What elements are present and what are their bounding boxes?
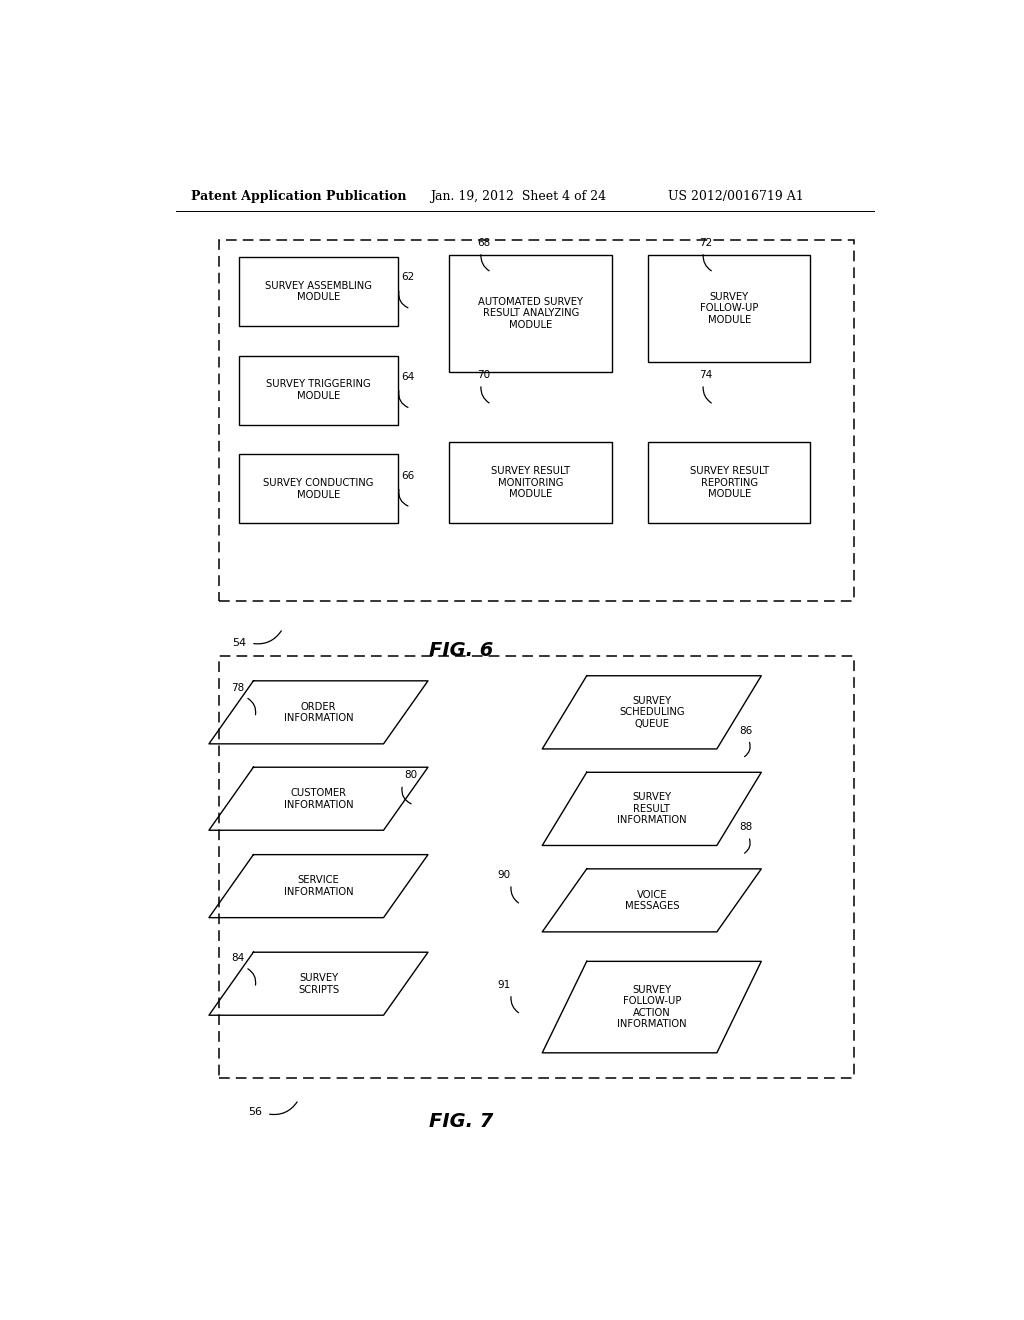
Text: 84: 84	[231, 953, 245, 964]
Text: FIG. 7: FIG. 7	[429, 1113, 494, 1131]
Text: SURVEY
SCHEDULING
QUEUE: SURVEY SCHEDULING QUEUE	[618, 696, 685, 729]
Text: 62: 62	[401, 272, 415, 282]
FancyArrowPatch shape	[398, 391, 408, 408]
FancyArrowPatch shape	[511, 997, 518, 1012]
Text: SURVEY
FOLLOW-UP
MODULE: SURVEY FOLLOW-UP MODULE	[700, 292, 759, 325]
Text: 72: 72	[699, 238, 713, 248]
Text: Patent Application Publication: Patent Application Publication	[191, 190, 407, 203]
Text: ORDER
INFORMATION: ORDER INFORMATION	[284, 701, 353, 723]
FancyArrowPatch shape	[511, 887, 518, 903]
Text: US 2012/0016719 A1: US 2012/0016719 A1	[668, 190, 804, 203]
Bar	[450, 255, 612, 372]
Text: 64: 64	[401, 372, 415, 381]
FancyArrowPatch shape	[398, 490, 408, 506]
Text: 70: 70	[477, 370, 490, 380]
Text: 80: 80	[404, 771, 418, 780]
FancyArrowPatch shape	[744, 840, 751, 853]
Text: CUSTOMER
INFORMATION: CUSTOMER INFORMATION	[284, 788, 353, 809]
Text: 86: 86	[739, 726, 753, 735]
Text: 54: 54	[232, 638, 246, 648]
Text: 88: 88	[739, 822, 753, 833]
FancyArrowPatch shape	[248, 698, 256, 714]
FancyArrowPatch shape	[744, 742, 751, 756]
FancyArrowPatch shape	[269, 1102, 297, 1114]
Text: SURVEY TRIGGERING
MODULE: SURVEY TRIGGERING MODULE	[266, 379, 371, 401]
Bar	[219, 656, 854, 1078]
Text: 78: 78	[231, 682, 245, 693]
FancyArrowPatch shape	[254, 631, 282, 644]
Text: SURVEY RESULT
MONITORING
MODULE: SURVEY RESULT MONITORING MODULE	[492, 466, 570, 499]
Text: 91: 91	[497, 979, 510, 990]
FancyArrowPatch shape	[481, 387, 489, 403]
FancyArrowPatch shape	[401, 787, 411, 804]
FancyArrowPatch shape	[398, 292, 408, 308]
Text: VOICE
MESSAGES: VOICE MESSAGES	[625, 890, 679, 911]
FancyArrowPatch shape	[481, 255, 489, 271]
Text: SURVEY CONDUCTING
MODULE: SURVEY CONDUCTING MODULE	[263, 478, 374, 499]
Text: 68: 68	[477, 238, 490, 248]
Text: SERVICE
INFORMATION: SERVICE INFORMATION	[284, 875, 353, 898]
Bar	[450, 442, 612, 523]
Text: SURVEY ASSEMBLING
MODULE: SURVEY ASSEMBLING MODULE	[265, 281, 372, 302]
FancyArrowPatch shape	[248, 969, 256, 985]
Text: SURVEY RESULT
REPORTING
MODULE: SURVEY RESULT REPORTING MODULE	[689, 466, 769, 499]
FancyArrowPatch shape	[703, 255, 712, 271]
Bar	[648, 442, 811, 523]
Text: 74: 74	[699, 370, 713, 380]
Text: SURVEY
FOLLOW-UP
ACTION
INFORMATION: SURVEY FOLLOW-UP ACTION INFORMATION	[617, 985, 686, 1030]
Bar	[219, 240, 854, 601]
Text: SURVEY
RESULT
INFORMATION: SURVEY RESULT INFORMATION	[617, 792, 686, 825]
FancyArrowPatch shape	[703, 387, 712, 403]
Bar	[648, 255, 811, 362]
Text: Jan. 19, 2012  Sheet 4 of 24: Jan. 19, 2012 Sheet 4 of 24	[430, 190, 605, 203]
Text: SURVEY
SCRIPTS: SURVEY SCRIPTS	[298, 973, 339, 994]
Text: 66: 66	[401, 471, 415, 480]
Text: FIG. 6: FIG. 6	[429, 640, 494, 660]
Bar	[240, 355, 398, 425]
Bar	[240, 257, 398, 326]
Bar	[240, 454, 398, 523]
Text: 56: 56	[248, 1107, 262, 1117]
Text: AUTOMATED SURVEY
RESULT ANALYZING
MODULE: AUTOMATED SURVEY RESULT ANALYZING MODULE	[478, 297, 584, 330]
Text: 90: 90	[497, 870, 510, 880]
